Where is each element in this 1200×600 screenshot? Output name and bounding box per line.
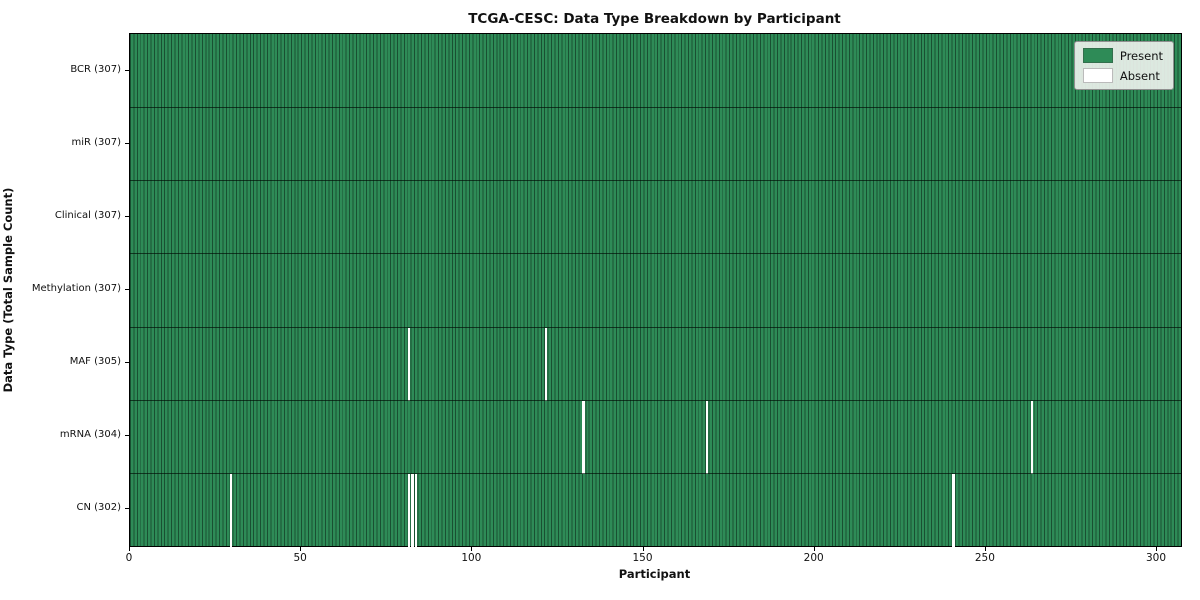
xtick-label-300: 300 [1146, 552, 1167, 564]
ytick-mark-Methylation [124, 289, 129, 290]
xtick-label-150: 150 [632, 552, 653, 564]
legend-entry-present: Present [1082, 48, 1163, 63]
xtick-mark-200 [813, 546, 815, 551]
heatmap-row-MAF [130, 326, 1181, 401]
heatmap-row-miR [130, 107, 1181, 181]
absent-cell-mRNA-168 [705, 400, 709, 474]
xtick-label-50: 50 [293, 552, 307, 564]
plot-area: Present Absent [129, 33, 1182, 547]
ytick-label-MAF: MAF (305) [69, 356, 121, 368]
xtick-mark-150 [642, 546, 644, 551]
ytick-mark-CN [124, 508, 129, 510]
chart-title: TCGA-CESC: Data Type Breakdown by Partic… [468, 11, 841, 27]
xtick-label-250: 250 [974, 552, 995, 564]
absent-cell-mRNA-263 [1030, 400, 1034, 474]
xtick-mark-250 [984, 546, 986, 551]
xtick-mark-300 [1156, 546, 1158, 551]
legend-label-absent: Absent [1119, 68, 1160, 83]
heatmap-row-BCR [130, 34, 1181, 107]
absent-cell-CN-83 [414, 473, 418, 547]
absent-cell-mRNA-132 [582, 400, 585, 474]
absent-cell-CN-81 [407, 473, 411, 547]
present-swatch [1082, 48, 1113, 63]
ytick-label-Methylation: Methylation (307) [31, 283, 121, 294]
ytick-label-miR: miR (307) [71, 136, 121, 148]
heatmap-row-mRNA [130, 399, 1181, 474]
ytick-mark-Clinical [124, 215, 129, 217]
absent-cell-MAF-121 [544, 327, 548, 401]
legend: Present Absent [1073, 41, 1174, 90]
ytick-label-CN: CN (302) [76, 502, 121, 514]
ytick-label-mRNA: mRNA (304) [59, 429, 121, 441]
xtick-mark-50 [300, 546, 302, 551]
legend-label-present: Present [1119, 48, 1163, 63]
ytick-label-Clinical: Clinical (307) [54, 209, 121, 221]
legend-entry-absent: Absent [1082, 68, 1163, 83]
absent-cell-CN-240 [952, 473, 955, 547]
heatmap-row-CN [130, 472, 1181, 547]
xtick-label-200: 200 [803, 552, 824, 564]
x-axis-label: Participant [618, 567, 691, 581]
absent-cell-CN-82 [411, 473, 414, 547]
ytick-mark-BCR [124, 69, 129, 71]
heatmap-row-Methylation [130, 253, 1181, 327]
xtick-mark-100 [471, 546, 473, 551]
xtick-mark-0 [129, 546, 130, 551]
absent-cell-CN-29 [229, 473, 233, 547]
ytick-mark-mRNA [124, 435, 129, 437]
heatmap-row-Clinical [130, 180, 1181, 254]
ytick-label-BCR: BCR (307) [70, 63, 121, 75]
absent-cell-MAF-81 [407, 327, 411, 401]
xtick-label-0: 0 [125, 552, 133, 564]
ytick-mark-MAF [124, 362, 129, 364]
ytick-mark-miR [124, 142, 129, 144]
xtick-label-100: 100 [461, 552, 482, 564]
absent-swatch [1082, 68, 1113, 83]
